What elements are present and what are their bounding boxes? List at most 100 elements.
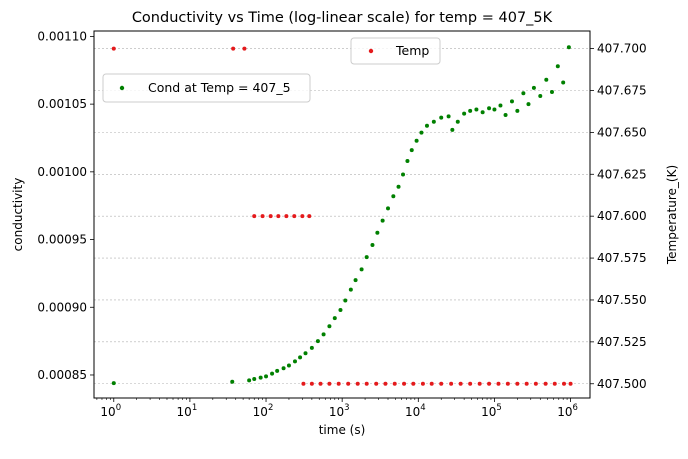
x-tick-label: 105 <box>481 403 502 419</box>
temp-point <box>562 381 567 386</box>
y-tick-label: 0.00105 <box>37 97 87 111</box>
grid-lines <box>94 48 590 385</box>
x-tick-exponent: 6 <box>572 403 577 413</box>
y-axis-ticks: 0.00085 0.00090 0.00095 0.00100 0.00105 0.001… <box>37 29 94 382</box>
x-axis-ticks: 100 101 102 103 104 105 106 <box>96 398 578 419</box>
cond-point <box>315 339 320 344</box>
cond-point <box>401 172 406 177</box>
cond-point <box>521 91 526 96</box>
y-tick-label: 0.00085 <box>37 368 87 382</box>
temp-point <box>327 381 332 386</box>
cond-point <box>375 230 380 235</box>
cond-point <box>292 359 297 364</box>
temp-point <box>242 46 247 51</box>
temp-point <box>568 381 573 386</box>
temp-point <box>252 214 257 219</box>
cond-point <box>455 119 460 124</box>
temp-point <box>524 381 529 386</box>
cond-point <box>526 102 531 107</box>
y2-tick-label: 407.500 <box>597 377 647 391</box>
cond-point <box>492 107 497 112</box>
temp-point <box>552 381 557 386</box>
temp-point <box>477 381 482 386</box>
conductivity-series <box>111 45 571 386</box>
temp-point <box>420 381 425 386</box>
cond-point <box>386 206 391 211</box>
cond-point <box>353 278 358 283</box>
cond-point <box>252 377 257 382</box>
x-tick-label: 104 <box>405 403 426 419</box>
temp-point <box>231 46 236 51</box>
cond-point <box>405 159 410 164</box>
x-tick-label: 100 <box>100 403 121 419</box>
cond-point <box>431 119 436 124</box>
cond-point <box>111 381 116 386</box>
cond-point <box>396 184 401 189</box>
temp-point <box>449 381 454 386</box>
temp-point <box>355 381 360 386</box>
cond-point <box>332 316 337 321</box>
cond-point <box>270 371 275 376</box>
cond-point <box>487 106 492 111</box>
y2-tick-label: 407.550 <box>597 293 647 307</box>
temp-point <box>276 214 281 219</box>
y-tick-label: 0.00095 <box>37 233 87 247</box>
y2-tick-label: 407.650 <box>597 125 647 139</box>
x-axis-label: time (s) <box>319 423 366 437</box>
cond-point <box>498 103 503 108</box>
temp-point <box>292 214 297 219</box>
temp-point <box>392 381 397 386</box>
x-tick-exponent: 3 <box>344 403 349 413</box>
cond-point <box>414 138 419 143</box>
cond-point <box>462 111 467 116</box>
y2-tick-label: 407.675 <box>597 83 647 97</box>
cond-point <box>419 130 424 135</box>
cond-point <box>538 94 543 99</box>
cond-point <box>391 194 396 199</box>
y2-tick-label: 407.600 <box>597 209 647 223</box>
y-tick-label: 0.00090 <box>37 300 87 314</box>
cond-point <box>509 99 514 104</box>
x-tick-exponent: 0 <box>116 403 121 413</box>
temp-point <box>496 381 501 386</box>
legend-temperature: Temp <box>350 37 441 65</box>
x-tick-label: 102 <box>253 403 274 419</box>
cond-point <box>275 368 280 373</box>
temp-point <box>458 381 463 386</box>
temp-point <box>383 381 388 386</box>
cond-point <box>561 80 566 85</box>
temp-point <box>307 214 312 219</box>
cond-point <box>468 108 473 113</box>
temp-point <box>284 214 289 219</box>
x-tick-label: 101 <box>177 403 198 419</box>
temp-point <box>411 381 416 386</box>
legend-conductivity: Cond at Temp = 407_5 <box>102 73 311 103</box>
legend-marker <box>368 48 374 54</box>
temp-point <box>364 381 369 386</box>
cond-point <box>281 366 286 371</box>
cond-point <box>503 112 508 117</box>
temp-point <box>260 214 265 219</box>
cond-point <box>298 355 303 360</box>
x-tick-exponent: 5 <box>496 403 501 413</box>
cond-point <box>439 115 444 120</box>
temp-point <box>346 381 351 386</box>
temp-point <box>487 381 492 386</box>
cond-point <box>380 218 385 223</box>
cond-point <box>544 77 549 82</box>
cond-point <box>531 85 536 90</box>
y2-tick-label: 407.625 <box>597 167 647 181</box>
cond-point <box>474 107 479 112</box>
x-tick-label: 106 <box>557 403 578 419</box>
cond-point <box>515 108 520 113</box>
temp-point <box>505 381 510 386</box>
y2-tick-label: 407.575 <box>597 251 647 265</box>
temp-point <box>533 381 538 386</box>
temp-point <box>429 381 434 386</box>
cond-point <box>566 45 571 50</box>
y-tick-label: 0.00100 <box>37 165 87 179</box>
cond-point <box>450 127 455 132</box>
y2-tick-label: 407.700 <box>597 42 647 56</box>
temp-point <box>301 381 306 386</box>
